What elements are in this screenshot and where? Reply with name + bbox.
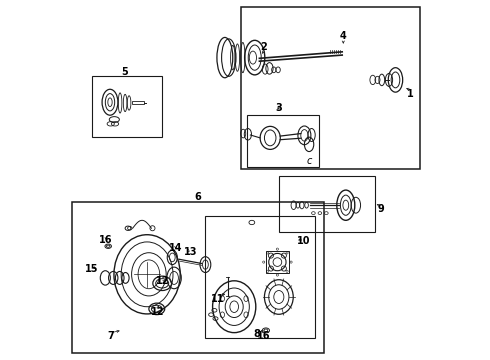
Text: 3: 3 [275,103,282,113]
Text: 2: 2 [261,42,268,52]
Text: 15: 15 [85,264,99,274]
Text: 11: 11 [211,294,224,304]
Text: 12: 12 [151,307,164,318]
Text: 16: 16 [99,235,113,245]
Text: c: c [306,156,312,166]
Text: 6: 6 [195,192,201,202]
Text: 7: 7 [108,330,115,341]
Text: 13: 13 [184,247,197,257]
Bar [92,76,162,137]
Text: 16: 16 [257,330,271,341]
Bar [279,176,374,232]
Text: 5: 5 [121,67,128,77]
Bar [266,251,289,273]
Bar [247,115,319,167]
Bar [242,7,419,169]
Text: 12: 12 [156,276,170,286]
Text: 8: 8 [254,329,261,339]
Text: 1: 1 [407,89,414,99]
Text: 4: 4 [340,31,346,41]
Text: 10: 10 [297,236,311,246]
Text: 14: 14 [169,243,182,253]
Bar [72,202,324,353]
Text: 9: 9 [378,204,385,214]
Bar [205,216,315,338]
Bar [132,101,144,104]
